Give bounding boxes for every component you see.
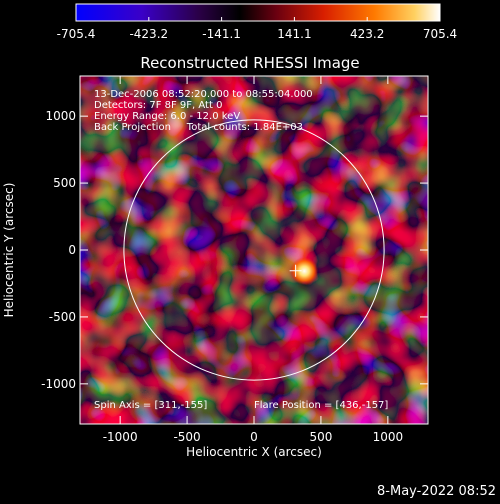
y-tick-label: 0 [68,243,76,257]
y-tick-label: -500 [49,310,76,324]
colorbar-tick-label: -705.4 [57,27,96,41]
info-line: Back Projection Total counts: 1.84E+03 [94,122,303,133]
x-tick-label: -500 [173,430,200,444]
colorbar-tick-label: 423.2 [350,27,384,41]
colorbar: -705.4 -423.2 -141.1 141.1 423.2 705.4 [57,3,457,41]
x-tick-label: -1000 [103,430,138,444]
colorbar-tick-label: 141.1 [277,27,311,41]
flare-position-label: Flare Position = [436,-157] [254,400,388,411]
colorbar-gradient [75,3,441,22]
solar-limb-circle [123,119,385,381]
spin-axis-marker [289,264,302,277]
x-tick-label: 500 [309,430,332,444]
flare-source [290,257,319,286]
x-tick-label: 1000 [373,430,404,444]
y-tick-label: -1000 [41,377,76,391]
x-axis-label: Heliocentric X (arcsec) [186,445,322,459]
colorbar-tick-label: 705.4 [423,27,457,41]
y-tick-label: 1000 [45,109,76,123]
spin-axis-label: Spin Axis = [311,-155] [94,400,207,411]
colorbar-tick-label: -141.1 [202,27,241,41]
y-axis-ticks: -1000 -500 0 500 1000 [41,109,428,391]
info-line: Detectors: 7F 8F 9F, Att 0 [94,100,222,111]
image-plot: -1000 -500 0 500 1000 -1000 -500 0 500 1000 13-D… [41,75,429,444]
timestamp: 8-May-2022 08:52 [377,484,496,499]
colorbar-tick-label: -423.2 [129,27,168,41]
info-line: Energy Range: 6.0 - 12.0 keV [94,111,240,122]
x-axis-ticks: -1000 -500 0 500 1000 [103,76,403,444]
image-pixels [80,76,428,424]
observation-info: 13-Dec-2006 08:52:20.000 to 08:55:04.000… [94,89,313,133]
colorbar-ticks: -705.4 -423.2 -141.1 141.1 423.2 705.4 [57,17,457,41]
plot-title: Reconstructed RHESSI Image [140,54,359,72]
x-tick-label: 0 [250,430,258,444]
y-tick-label: 500 [53,176,76,190]
y-axis-label: Heliocentric Y (arcsec) [2,183,16,318]
info-line: 13-Dec-2006 08:52:20.000 to 08:55:04.000 [94,89,313,100]
